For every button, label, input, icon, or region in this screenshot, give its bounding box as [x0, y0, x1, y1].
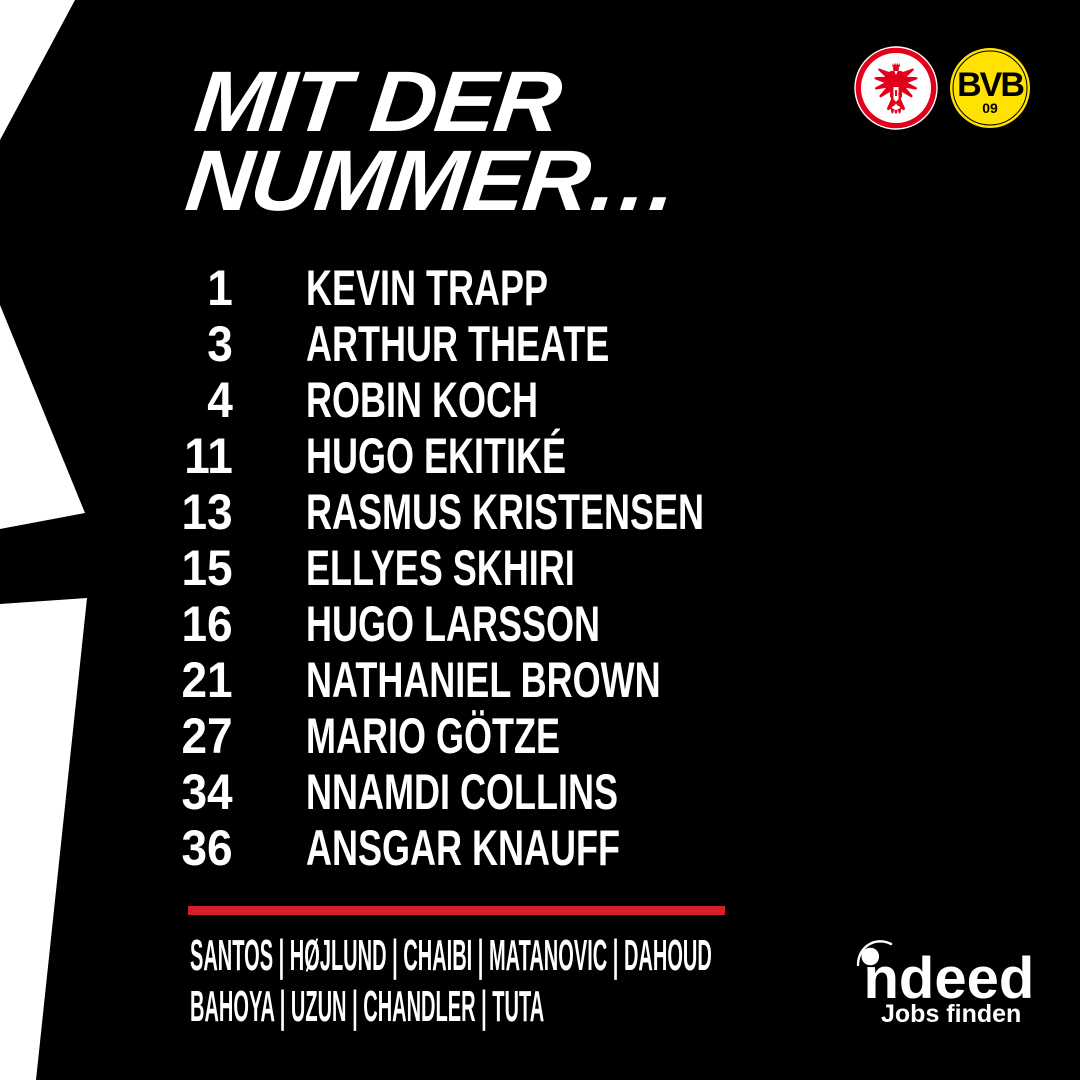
- svg-text:BVB: BVB: [957, 66, 1024, 104]
- svg-text:09: 09: [982, 100, 998, 116]
- svg-text:ndeed: ndeed: [864, 946, 1035, 1003]
- svg-text:Jobs finden: Jobs finden: [881, 1000, 1021, 1028]
